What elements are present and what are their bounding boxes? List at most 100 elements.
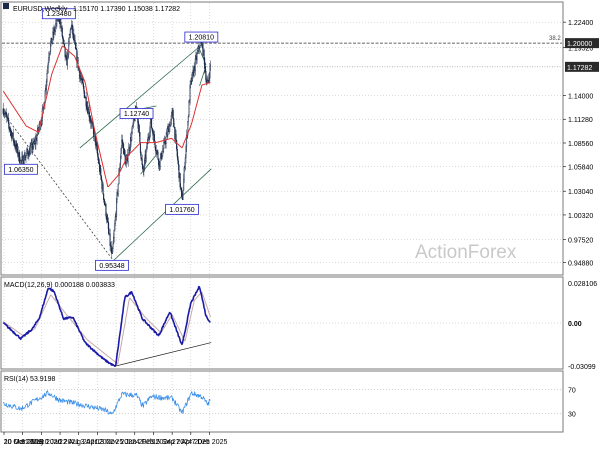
candle-body <box>141 158 143 165</box>
candle-body <box>159 157 161 167</box>
price-labels: 1.23480 1.06350 0.95348 1.12740 1.01760 1.208… <box>4 8 219 271</box>
time-tick-label: 31 May 2020 <box>21 439 62 446</box>
candle-body <box>114 216 116 224</box>
candle-body <box>47 67 49 74</box>
candle-body <box>143 159 146 170</box>
last-price-text: 1.17282 <box>567 65 592 72</box>
candle-body <box>151 127 153 131</box>
price-label-text: 0.95348 <box>99 263 124 270</box>
candle-body <box>64 47 66 57</box>
candle-body <box>45 88 47 91</box>
candle-body <box>109 233 111 246</box>
candle-body <box>177 160 179 166</box>
candle-body <box>32 146 34 150</box>
trendline <box>112 168 212 262</box>
macd-tick-label: 0.00 <box>568 321 582 328</box>
candle-body <box>96 145 98 154</box>
header-marker-icon <box>3 3 9 9</box>
candle-body <box>183 179 185 191</box>
price-label-box <box>184 31 219 43</box>
candle-body <box>125 159 127 164</box>
candle-body <box>8 123 10 128</box>
candle-body <box>91 121 93 123</box>
price-tick-label: 0.94880 <box>568 260 593 267</box>
candle-body <box>98 162 100 164</box>
time-tick-label: 27 Apr 2025 <box>172 439 210 446</box>
ma-line <box>2 45 211 188</box>
candle-body <box>52 31 54 40</box>
price-tick-label: 1.11280 <box>568 117 593 124</box>
moving-average <box>2 45 211 188</box>
macd-lines <box>2 285 212 368</box>
price-label: 1.01760 <box>165 203 199 215</box>
candle-body <box>82 82 84 87</box>
price-label-box <box>119 108 154 119</box>
candle-body <box>13 140 15 145</box>
candle-body <box>22 155 24 165</box>
candle-body <box>187 121 189 136</box>
candle-body <box>162 150 164 157</box>
candle-body <box>124 149 126 156</box>
candle-body <box>180 186 182 189</box>
candle-body <box>117 183 119 194</box>
symbol-title: EURUSD,Weekly <box>13 6 68 13</box>
price-tick-label: 1.00320 <box>568 213 593 220</box>
level-tag-text: 1.20000 <box>567 41 592 48</box>
candle-body <box>209 65 211 78</box>
ohlc-readout: 1.15170 1.17390 1.15038 1.17282 <box>73 6 180 13</box>
candle-body <box>131 132 133 141</box>
candle-body <box>139 132 141 143</box>
price-pane-frame <box>0 1 564 276</box>
candle-body <box>48 57 50 63</box>
rsi-tick-label: 30 <box>568 412 576 419</box>
price-label-text: 1.01760 <box>169 207 194 214</box>
candle-body <box>170 119 172 127</box>
rsi-title: RSI(14) 53.9198 <box>4 376 55 383</box>
price-label: 1.20810 <box>184 31 219 43</box>
candle-body <box>181 191 183 198</box>
candle-body <box>83 85 85 91</box>
candle-body <box>61 27 63 37</box>
candle-body <box>88 109 90 118</box>
candle-body <box>36 134 38 141</box>
rsi-axis: 70 30 <box>568 387 576 418</box>
candle-body <box>142 164 144 170</box>
candle-body <box>85 96 87 107</box>
candle-body <box>26 153 28 156</box>
candle-body <box>30 147 32 155</box>
candle-body <box>185 146 187 158</box>
candle-body <box>98 162 101 172</box>
candle-body <box>110 245 112 253</box>
candle-body <box>75 42 77 49</box>
candle-body <box>184 157 186 169</box>
candle-body <box>11 134 13 139</box>
candle-body <box>122 141 124 145</box>
candle-body <box>72 25 74 35</box>
candle-body <box>82 78 84 84</box>
candle-body <box>68 40 70 56</box>
price-label-box <box>165 203 199 215</box>
level-tag <box>565 38 599 49</box>
candle-body <box>19 152 21 163</box>
candle-body <box>46 73 48 82</box>
candle-body <box>167 128 169 136</box>
candle-body <box>50 43 52 52</box>
candle-body <box>17 146 19 156</box>
candle-body <box>160 152 163 160</box>
candle-body <box>187 116 189 122</box>
candle-body <box>102 184 104 195</box>
candle-body <box>100 168 102 176</box>
candle-body <box>114 223 116 231</box>
time-tick-label: 15 Sep 2024 <box>152 439 192 446</box>
candle-body <box>120 147 122 157</box>
candle-body <box>100 175 102 181</box>
candle-body <box>128 147 130 156</box>
candle-body <box>177 156 179 161</box>
candle-body <box>103 193 105 201</box>
price-label-box <box>4 163 38 175</box>
candle-body <box>171 111 173 116</box>
candle-body <box>140 152 142 159</box>
candle-body <box>149 131 151 137</box>
rsi-line <box>2 390 211 415</box>
candle-body <box>69 29 71 35</box>
